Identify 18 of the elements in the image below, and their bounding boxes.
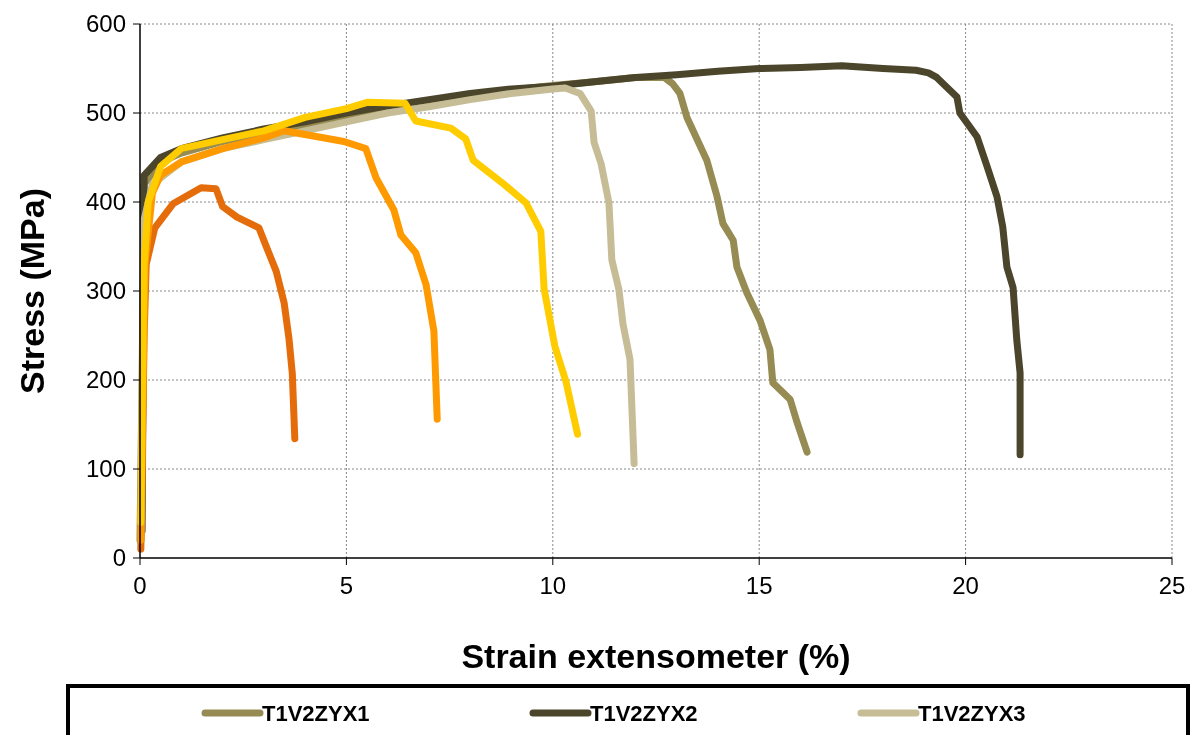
x-tick-label: 25 (1158, 572, 1186, 599)
x-tick-label: 10 (539, 572, 567, 599)
y-axis-title: Stress (MPa) (13, 188, 51, 394)
y-tick-label: 300 (85, 277, 126, 304)
y-tick-label: 600 (85, 10, 126, 37)
y-tick-label: 200 (85, 366, 126, 393)
y-tick-label: 0 (112, 544, 126, 571)
legend-label: T1V2ZYX1 (262, 701, 370, 726)
legend-label: T1V2ZYX2 (590, 701, 698, 726)
x-tick-label: 0 (133, 572, 147, 599)
x-axis-title: Strain extensometer (%) (461, 637, 851, 675)
y-tick-label: 500 (85, 99, 126, 126)
x-tick-label: 20 (952, 572, 979, 599)
legend-label: T1V2ZYX3 (918, 701, 1026, 726)
y-tick-label: 100 (85, 455, 126, 482)
x-tick-label: 5 (339, 572, 354, 599)
y-tick-label: 400 (85, 188, 126, 215)
x-tick-label: 15 (745, 572, 773, 599)
